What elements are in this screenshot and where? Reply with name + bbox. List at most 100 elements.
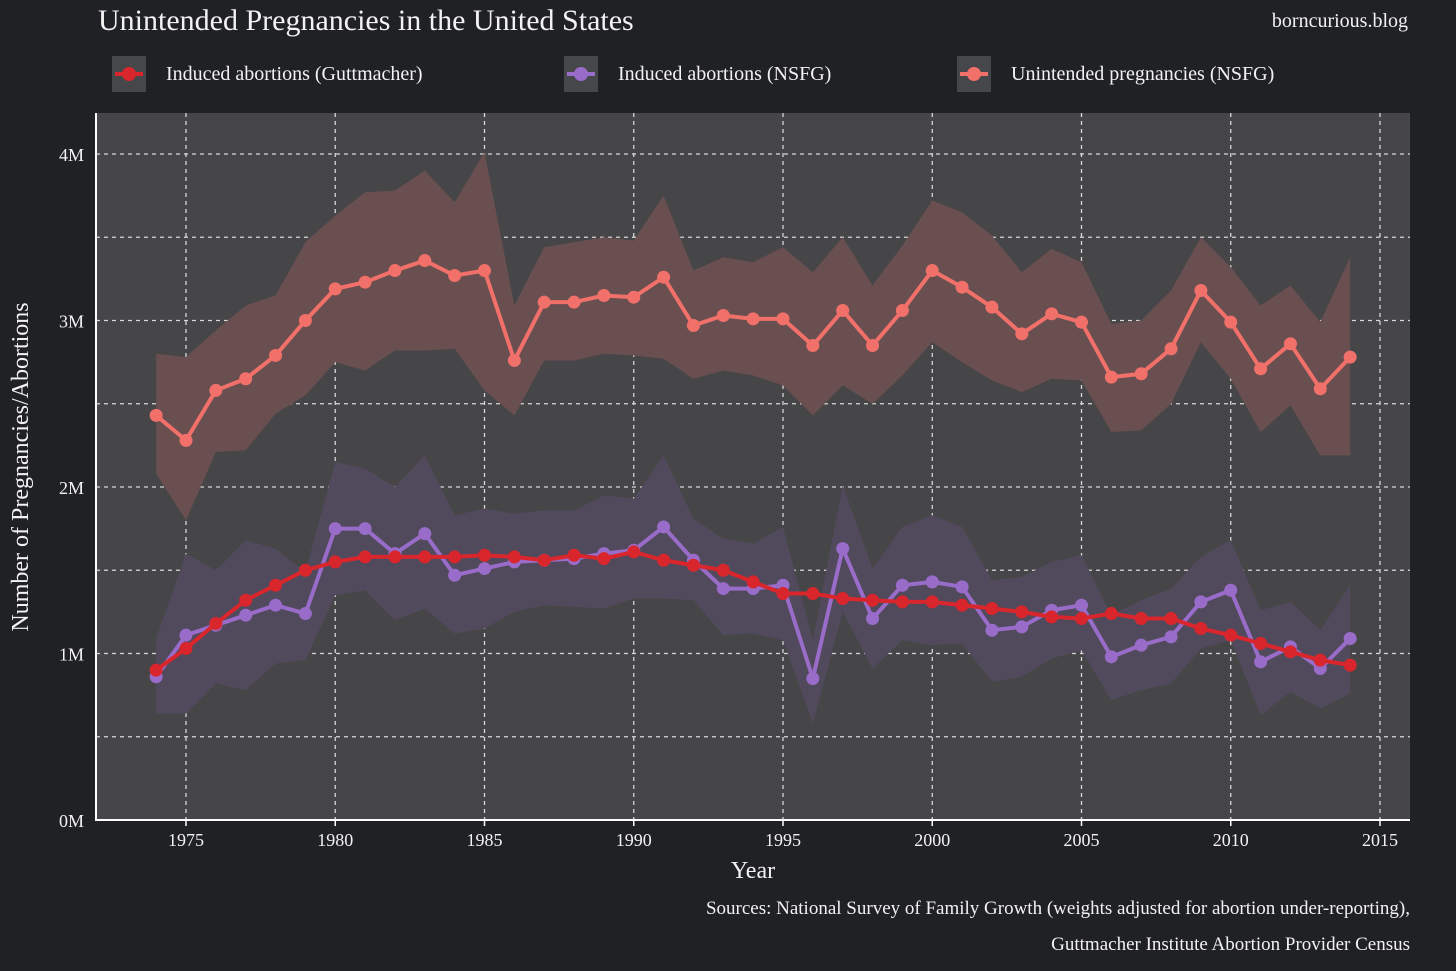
legend-item-nsfg-abortions[interactable]: Induced abortions (NSFG): [564, 56, 957, 92]
legend-key-icon: [957, 56, 991, 92]
data-point: [1254, 655, 1268, 669]
data-point: [776, 587, 790, 601]
data-point: [269, 348, 283, 362]
data-point: [776, 312, 790, 326]
data-point: [179, 433, 193, 447]
data-point: [806, 338, 820, 352]
data-point: [1343, 350, 1357, 364]
data-point: [1104, 650, 1118, 664]
data-point: [985, 623, 999, 637]
data-point: [1164, 342, 1178, 356]
data-point: [1045, 307, 1059, 321]
data-point: [895, 578, 909, 592]
y-tick-label: 2M: [59, 478, 84, 498]
data-point: [1134, 638, 1148, 652]
y-tick-label: 1M: [59, 645, 84, 665]
data-point: [657, 520, 671, 534]
data-point: [418, 527, 432, 541]
legend-item-unintended[interactable]: Unintended pregnancies (NSFG): [957, 56, 1274, 92]
data-point: [328, 555, 342, 569]
data-point: [179, 628, 193, 642]
data-point: [358, 275, 372, 289]
data-point: [1194, 622, 1208, 636]
data-point: [1164, 630, 1178, 644]
data-point: [388, 264, 402, 278]
x-tick-label: 1975: [168, 830, 204, 850]
y-axis-label: Number of Pregnancies/Abortions: [8, 302, 34, 631]
data-point: [478, 548, 491, 562]
data-point: [1343, 658, 1357, 672]
data-point: [1254, 637, 1268, 651]
data-point: [567, 548, 581, 562]
data-point: [388, 550, 402, 564]
data-point: [1075, 598, 1088, 612]
data-point: [358, 522, 372, 536]
x-tick-label: 1980: [317, 830, 353, 850]
data-point: [866, 338, 880, 352]
legend: Induced abortions (Guttmacher) Induced a…: [112, 56, 1274, 92]
legend-item-guttmacher[interactable]: Induced abortions (Guttmacher): [112, 56, 564, 92]
data-point: [836, 304, 850, 318]
data-point: [1313, 382, 1327, 396]
data-point: [1313, 653, 1327, 667]
data-point: [1075, 612, 1088, 626]
data-point: [149, 663, 163, 677]
data-point: [686, 318, 700, 332]
data-point: [298, 314, 312, 327]
data-point: [298, 563, 312, 577]
data-point: [209, 383, 223, 397]
data-point: [567, 295, 581, 309]
data-point: [1104, 370, 1118, 384]
data-point: [955, 580, 969, 594]
data-point: [1343, 632, 1357, 646]
data-point: [239, 372, 253, 386]
data-point: [269, 598, 283, 612]
data-point: [537, 295, 551, 309]
y-tick-label: 4M: [59, 145, 84, 165]
x-axis-label: Year: [731, 858, 775, 884]
source-line-1: Sources: National Survey of Family Growt…: [705, 898, 1410, 919]
data-point: [955, 280, 969, 294]
data-point: [1224, 315, 1238, 329]
data-point: [1224, 583, 1238, 597]
legend-label: Unintended pregnancies (NSFG): [1011, 62, 1275, 85]
source-line-2: Guttmacher Institute Abortion Provider C…: [1051, 934, 1410, 955]
data-point: [448, 568, 462, 582]
data-point: [239, 593, 253, 607]
data-point: [537, 553, 551, 567]
data-point: [657, 553, 671, 567]
data-point: [1194, 284, 1208, 298]
x-tick-label: 2015: [1362, 830, 1398, 850]
x-tick-label: 1995: [765, 830, 801, 850]
data-point: [1015, 605, 1029, 619]
data-point: [1134, 612, 1148, 626]
data-point: [478, 562, 491, 576]
data-point: [269, 578, 283, 592]
data-point: [328, 282, 342, 296]
x-tick-label: 1990: [616, 830, 652, 850]
data-point: [657, 270, 671, 284]
data-point: [478, 264, 491, 278]
data-point: [1283, 337, 1297, 351]
data-point: [1015, 620, 1029, 634]
data-point: [597, 552, 611, 566]
data-point: [298, 607, 312, 621]
x-tick-label: 2005: [1064, 830, 1100, 850]
data-point: [418, 550, 432, 564]
data-point: [686, 558, 700, 572]
data-point: [627, 290, 641, 304]
y-tick-label: 3M: [59, 312, 84, 332]
data-point: [448, 550, 462, 564]
data-point: [716, 309, 730, 323]
data-point: [895, 595, 909, 609]
data-point: [836, 542, 850, 556]
data-point: [716, 563, 730, 577]
data-point: [627, 545, 641, 559]
data-point: [1104, 607, 1118, 621]
data-point: [1134, 367, 1148, 381]
data-point: [358, 550, 372, 564]
plot-panel: [96, 113, 1410, 820]
data-point: [1015, 327, 1029, 341]
data-point: [507, 550, 521, 564]
legend-key-icon: [112, 56, 146, 92]
